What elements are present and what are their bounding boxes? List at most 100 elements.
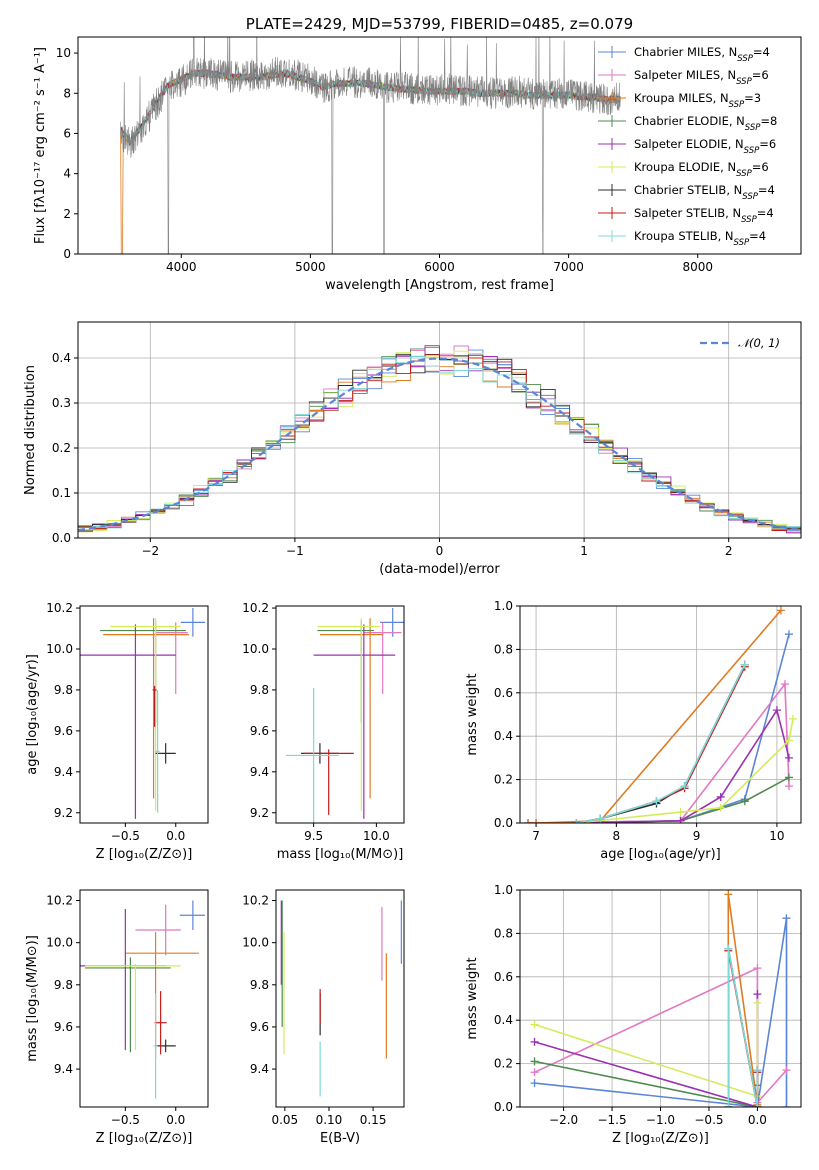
panel-mass_vs_Z: −0.5 0.0 9.4 9.6 9.8 10.0 10.2 Z [log₁₀(Z/Z⊙)] m… [25,889,209,1146]
plus-marker [782,1103,791,1107]
plus-marker [652,797,661,806]
x-tick-label: 9.5 [304,829,323,843]
legend-name: Salpeter MILES, N [634,68,736,82]
x-tick-label: −0.5 [111,829,140,843]
y-tick-label: 9.2 [54,806,73,820]
panel-age_vs_Z: −0.5 0.0 9.2 9.4 9.6 9.8 10.0 10.2 Z [log₁₀(Z/Z⊙… [25,601,209,862]
data-point [319,618,383,799]
weight-line [534,1060,759,1107]
y-tick-label: 9.6 [54,724,73,738]
x-tick-label: −1 [286,544,304,558]
data-point [85,963,181,1051]
legend-entry: Salpeter STELIB, NSSP=4 [634,206,774,225]
plot-area-residuals [78,322,801,538]
data-line [120,37,621,254]
y-tick-label: 9.6 [250,1020,269,1034]
legend-name: Chabrier MILES, N [634,45,737,59]
y-tick-label: 10.0 [242,936,269,950]
x-tick-label: 7000 [553,260,584,274]
plus-marker [788,714,797,723]
legend-val: =6 [759,137,776,151]
plus-marker [780,680,789,689]
x-axis-label: (data-model)/error [379,562,500,577]
plus-marker [530,1079,539,1088]
plus-marker [784,630,793,639]
x-tick-label: 10 [769,829,784,843]
y-tick-label: 10.2 [46,894,73,908]
x-axis-label: wavelength [Angstrom, rest frame] [325,278,554,293]
legend-sub: SSP [736,77,752,87]
plot-area-massweight_vs_age [520,606,801,823]
x-tick-label: −0.5 [111,1113,140,1127]
data-point [85,957,171,1053]
legend-val: =4 [757,206,774,220]
legend-entry: Chabrier MILES, NSSP=4 [634,45,770,64]
y-axis-label: Flux [fλ10⁻¹⁷ erg cm⁻² s⁻¹ A⁻¹] [33,47,48,244]
y-tick-label: 0.8 [494,642,513,656]
axes-frame [519,889,802,1108]
legend-name: Kroupa ELODIE, N [634,160,736,174]
x-tick-label: 8 [613,829,621,843]
legend-sub: SSP [744,146,760,156]
legend-entry: Kroupa STELIB, NSSP=4 [634,229,766,248]
data-point [286,687,339,823]
panel-spectrum: 4000 5000 6000 7000 8000 0 2 4 6 8 10 wavelength [A… [33,15,802,293]
plus-marker [530,1068,539,1077]
legend-entry: Kroupa MILES, NSSP=3 [634,91,761,110]
y-tick-label: 9.2 [250,806,269,820]
plus-marker [724,1103,733,1107]
x-tick-label: 0.05 [271,1113,298,1127]
plus-marker [782,914,791,923]
y-tick-label: 0.0 [494,1100,513,1114]
plus-marker [716,803,725,812]
legend-entry: Chabrier STELIB, NSSP=4 [634,183,775,202]
plot-area-mass_vs_Z [80,900,205,1099]
legend-sub: SSP [737,54,753,64]
data-point [154,991,167,1055]
plus-marker [530,1020,539,1029]
legend-sub: SSP [741,215,757,225]
y-tick-label: 9.4 [250,765,269,779]
y-tick-label: 10.2 [242,601,269,615]
legend-val: =6 [752,68,769,82]
legend-name: Salpeter STELIB, N [634,206,741,220]
plus-marker [784,773,793,782]
plus-marker [784,782,793,791]
x-tick-label: 4000 [166,260,197,274]
legend-entry: Salpeter MILES, NSSP=6 [634,68,769,87]
x-axis-label: Z [log₁₀(Z/Z⊙)] [96,1131,193,1146]
panel-massweight_vs_age: 7 8 9 10 0.0 0.2 0.4 0.6 0.8 1.0 age [log₁₀(age/yr… [465,599,802,862]
axes-frame [77,321,802,539]
y-tick-label: 9.8 [54,683,73,697]
histogram-step [78,350,801,533]
data-point [110,618,181,811]
axes-frame [79,605,209,824]
y-tick-label: 9.4 [250,1062,269,1076]
plus-marker [724,944,733,953]
y-axis-label: mass weight [465,957,480,1039]
data-point [125,932,199,1059]
plus-marker [530,1057,539,1066]
plus-marker [776,606,785,615]
x-axis-label: E(B-V) [320,1131,360,1146]
weight-line [576,708,790,823]
plus-marker [596,814,605,823]
y-tick-label: 10.0 [242,642,269,656]
data-point [179,900,205,931]
y-tick-label: 0.0 [52,531,71,545]
x-axis-label: age [log₁₀(age/yr)] [600,847,721,862]
y-tick-label: 10.0 [46,936,73,950]
legend-val: =4 [749,229,766,243]
x-tick-label: 0.0 [166,1113,185,1127]
plus-marker [782,1066,791,1075]
x-tick-label: 2 [725,544,733,558]
data-point [155,743,176,764]
axes-frame [275,889,405,1108]
data-point [155,622,188,695]
plus-marker [740,660,749,669]
x-tick-label: 0.0 [748,1113,767,1127]
y-axis-label: mass [log₁₀(M/M⊙)] [25,935,40,1062]
plus-marker [784,736,793,745]
panel-age_vs_mass: 9.5 10.0 9.2 9.4 9.6 9.8 10.0 10.2 mass [log₁₀(M… [242,601,405,862]
x-axis-label: mass [log₁₀(M/M⊙)] [277,847,404,862]
